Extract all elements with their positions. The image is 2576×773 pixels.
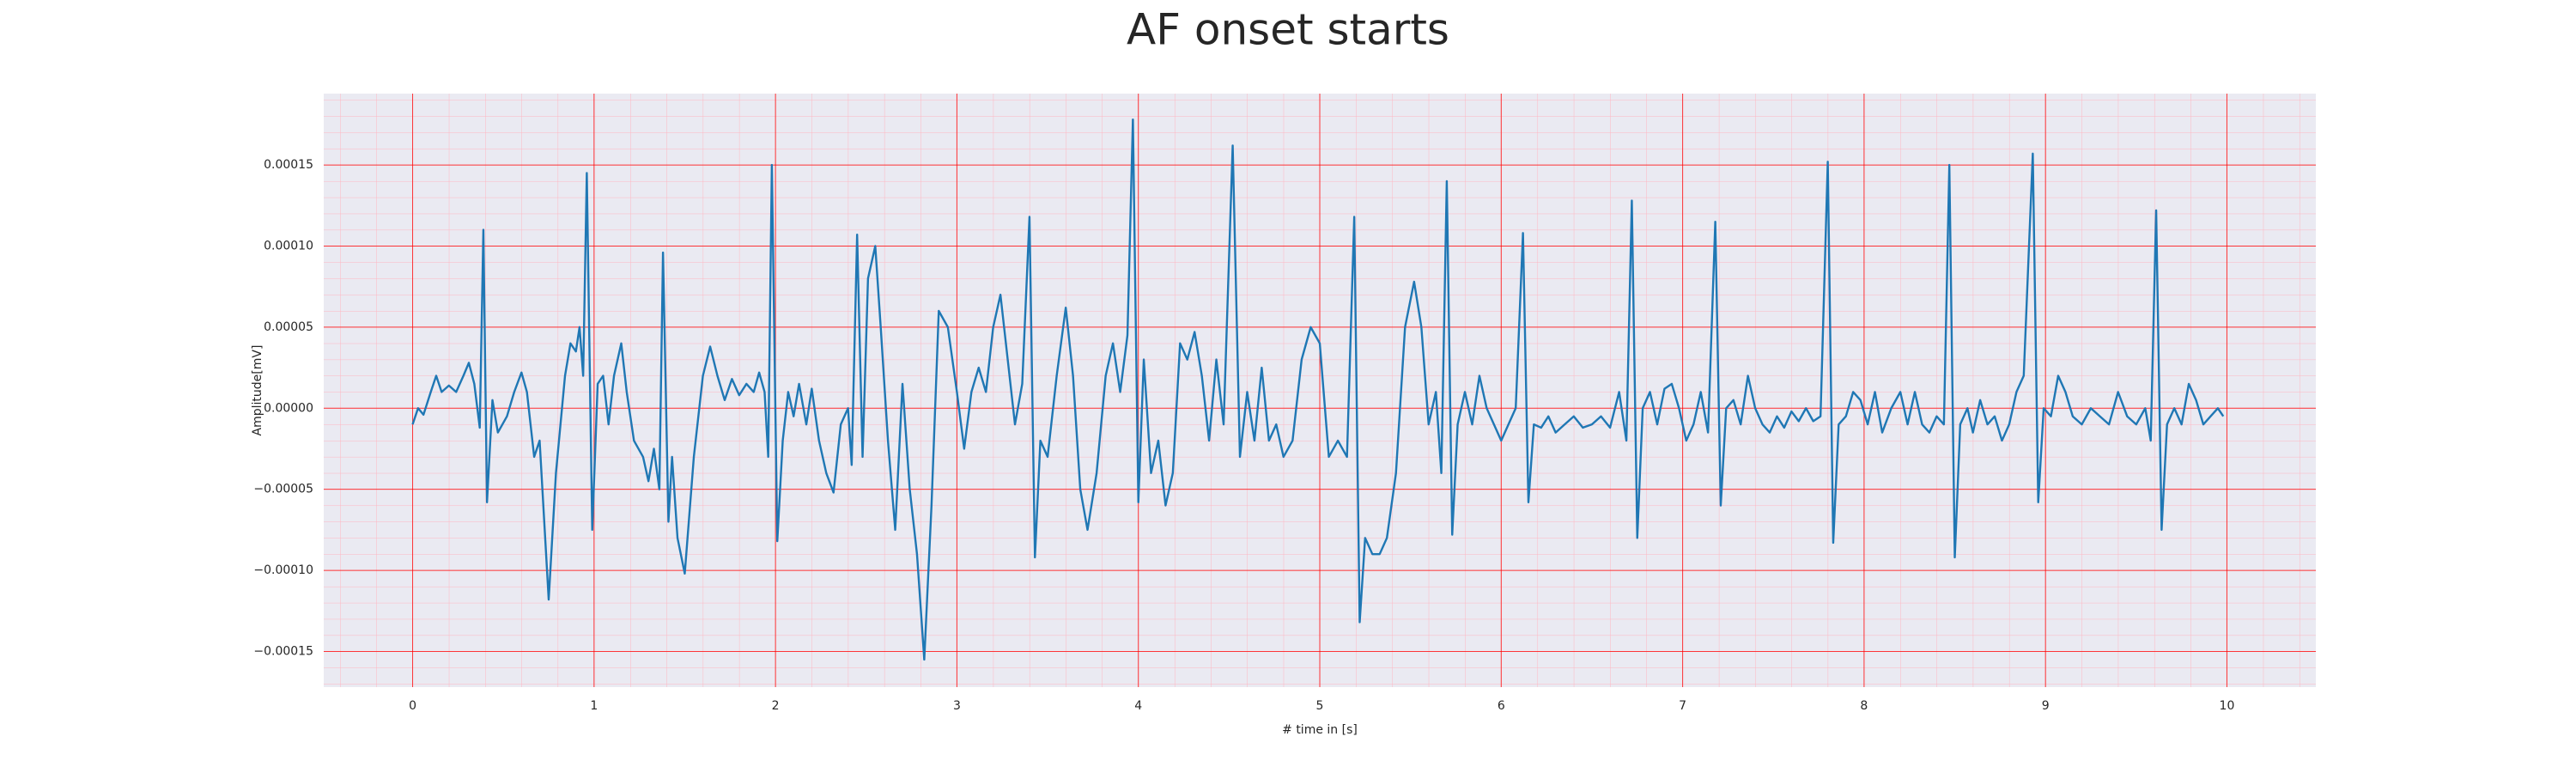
x-tick-label: 0 (409, 699, 416, 713)
y-axis-label: Amplitude[mV] (251, 345, 264, 436)
x-tick-label: 5 (1316, 699, 1324, 713)
chart-title: AF onset starts (1127, 5, 1449, 55)
x-tick-label: 6 (1498, 699, 1505, 713)
y-tick-label: −0.00005 (253, 483, 313, 496)
x-tick-label: 3 (953, 699, 961, 713)
y-tick-label: 0.00010 (264, 239, 313, 253)
x-tick-label: 10 (2220, 699, 2235, 713)
x-axis-label: # time in [s] (1282, 723, 1358, 737)
y-tick-label: 0.00015 (264, 158, 313, 172)
x-tick-label: 7 (1679, 699, 1686, 713)
y-tick-label: 0.00000 (264, 401, 313, 415)
x-tick-label: 4 (1134, 699, 1142, 713)
y-tick-label: −0.00015 (253, 644, 313, 658)
signal-line (411, 119, 2225, 661)
x-tick-label: 9 (2042, 699, 2050, 713)
x-tick-label: 1 (590, 699, 598, 713)
y-tick-label: 0.00005 (264, 320, 313, 334)
x-tick-label: 2 (772, 699, 780, 713)
x-tick-label: 8 (1860, 699, 1868, 713)
y-tick-label: −0.00010 (253, 563, 313, 577)
